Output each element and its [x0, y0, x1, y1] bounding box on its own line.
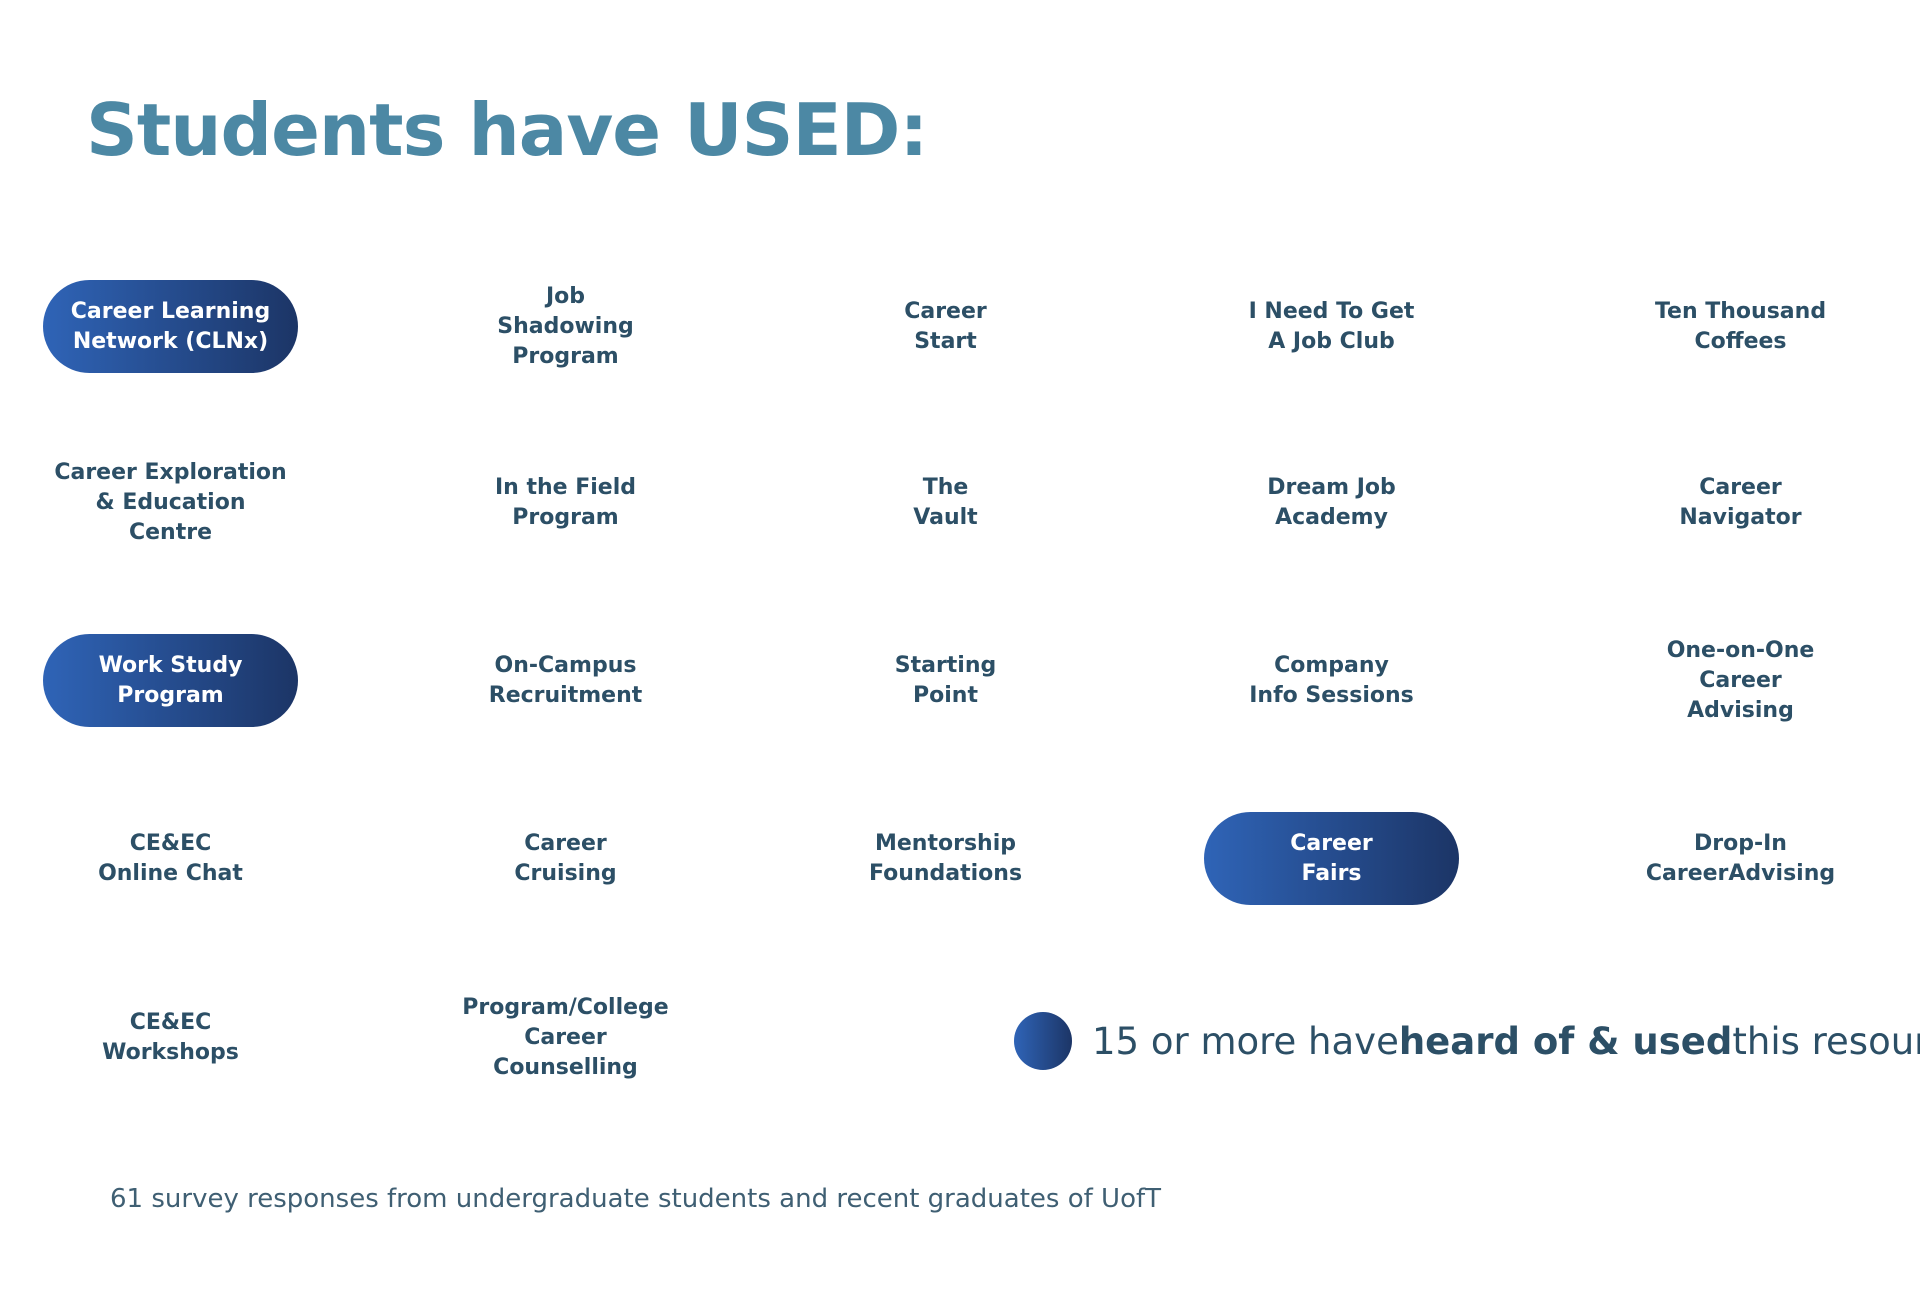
resource: Starting Point	[818, 634, 1073, 727]
resource-label: Workshops	[102, 1039, 239, 1065]
resource-label: Mentorship	[874, 830, 1016, 856]
resource: In the Field Program	[438, 456, 693, 549]
resource-label: Fairs	[1301, 860, 1362, 886]
title: Students have USED:	[86, 88, 928, 172]
resource-label: Career Exploration	[54, 459, 287, 485]
resource-label: & Education	[95, 489, 246, 515]
resource-label: Drop-In	[1694, 830, 1787, 856]
resource: Career Start	[818, 280, 1073, 373]
resource-label: Program	[512, 343, 619, 369]
resource-label: On-Campus	[494, 652, 637, 678]
legend-bold: heard of & used	[1398, 1019, 1733, 1063]
resource-label: One-on-One	[1666, 637, 1815, 663]
resource: Career Navigator	[1613, 456, 1868, 549]
resource: CE&EC Workshops	[43, 991, 298, 1084]
resource: On-Campus Recruitment	[438, 634, 693, 727]
resource-label: Career	[524, 1024, 607, 1050]
resource-label: Program	[117, 682, 224, 708]
resource-label: Vault	[913, 504, 978, 530]
resource: Job Shadowing Program	[438, 280, 693, 373]
resource-label: CE&EC	[129, 1009, 212, 1035]
resource-label: Coffees	[1694, 328, 1787, 354]
resource: CE&EC Online Chat	[43, 812, 298, 905]
resource-label: Starting	[894, 652, 997, 678]
legend: 15 or more have heard of & used this res…	[1014, 1012, 1920, 1070]
resource-label: Career	[1699, 474, 1782, 500]
resource: Mentorship Foundations	[818, 812, 1073, 905]
resource-label: Program/College	[462, 994, 669, 1020]
resource: The Vault	[818, 456, 1073, 549]
resource: Career Cruising	[438, 812, 693, 905]
resource-label: Career Learning	[70, 298, 271, 324]
resource-label: Job	[545, 283, 586, 309]
resource: One-on-One Career Advising	[1613, 634, 1868, 727]
resource: Ten Thousand Coffees	[1613, 280, 1868, 373]
resource: Program/College Career Counselling	[438, 991, 693, 1084]
legend-text: 15 or more have	[1092, 1019, 1399, 1063]
resource-label: Company	[1274, 652, 1389, 678]
resource: Company Info Sessions	[1204, 634, 1459, 727]
resource-label: Shadowing	[497, 313, 634, 339]
resource-label: The	[922, 474, 969, 500]
resource-label: Centre	[128, 519, 212, 545]
resource-label: Career	[904, 298, 987, 324]
resource-label: Point	[913, 682, 978, 708]
resource-label: Career	[1290, 830, 1373, 856]
footnote: 61 survey responses from undergraduate s…	[110, 1184, 1162, 1214]
resource-label: Start	[914, 328, 977, 354]
resource-label: Career	[524, 830, 607, 856]
resource: Career Exploration & Education Centre	[43, 456, 298, 549]
resource-label: Work Study	[98, 652, 243, 678]
resource-label: Ten Thousand	[1654, 298, 1827, 324]
resource: Dream Job Academy	[1204, 456, 1459, 549]
resource-label: Cruising	[514, 860, 617, 886]
resource-label: Foundations	[868, 860, 1023, 886]
resource-label: Recruitment	[488, 682, 643, 708]
highlighted-resource: Work Study Program	[43, 634, 298, 727]
resource-label: Dream Job	[1267, 474, 1396, 500]
resource-label: Online Chat	[98, 860, 243, 886]
resource-label: I Need To Get	[1248, 298, 1415, 324]
resource-label: Academy	[1275, 504, 1388, 530]
resource-label: Counselling	[493, 1054, 638, 1080]
highlighted-resource: Career Fairs	[1204, 812, 1459, 905]
legend-text: this resource	[1732, 1019, 1920, 1063]
resource-label: CareerAdvising	[1645, 860, 1836, 886]
resource-label: A Job Club	[1268, 328, 1395, 354]
resource-label: Career	[1699, 667, 1782, 693]
resource-label: Program	[512, 504, 619, 530]
highlighted-resource: Career Learning Network (CLNx)	[43, 280, 298, 373]
resource-label: Advising	[1687, 697, 1794, 723]
resource-label: Network (CLNx)	[72, 328, 269, 354]
resource-label: CE&EC	[129, 830, 212, 856]
resource-label: Navigator	[1679, 504, 1802, 530]
resource-label: Info Sessions	[1249, 682, 1414, 708]
legend-dot	[1014, 1012, 1072, 1070]
resource-label: In the Field	[494, 474, 637, 500]
resource: I Need To Get A Job Club	[1204, 280, 1459, 373]
resource: Drop-In CareerAdvising	[1613, 812, 1868, 905]
